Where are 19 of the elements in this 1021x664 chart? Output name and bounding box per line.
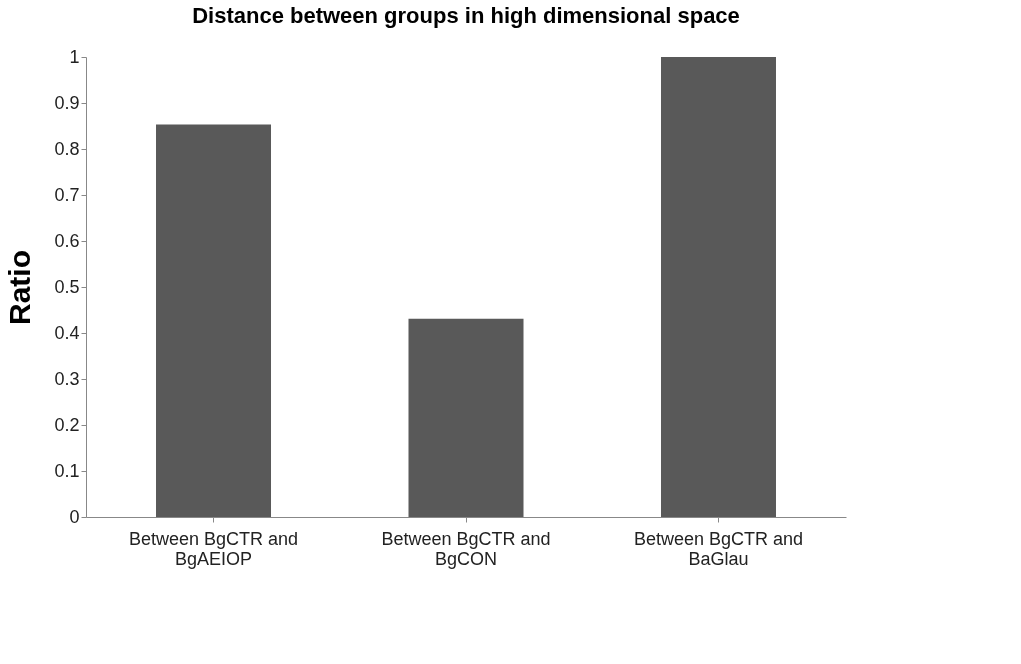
bar xyxy=(408,318,524,517)
chart-title: Distance between groups in high dimensional space xyxy=(192,3,740,28)
y-tick-label: 0.7 xyxy=(54,184,80,205)
x-tick-label: Between BgCTR and BgAEIOP xyxy=(128,528,299,569)
bar xyxy=(660,57,776,517)
y-tick-label: 1 xyxy=(69,46,80,67)
y-tick-label: 0.3 xyxy=(54,368,80,389)
y-tick-label: 0.8 xyxy=(54,138,80,159)
x-tick-label: Between BgCTR and BgCON xyxy=(381,528,551,569)
y-tick-label: 0.9 xyxy=(54,92,80,113)
y-tick-label: 0.4 xyxy=(54,322,80,343)
y-tick-label: 0.2 xyxy=(54,414,80,435)
y-axis-title: Ratio xyxy=(3,250,37,325)
x-tick-label: Between BgCTR and BaGlau xyxy=(633,528,804,569)
y-tick-label: 0.5 xyxy=(54,276,80,297)
y-tick-label: 0 xyxy=(69,506,80,527)
bar xyxy=(156,124,272,517)
y-tick-label: 0.6 xyxy=(54,230,80,251)
y-tick-label: 0.1 xyxy=(54,460,80,481)
